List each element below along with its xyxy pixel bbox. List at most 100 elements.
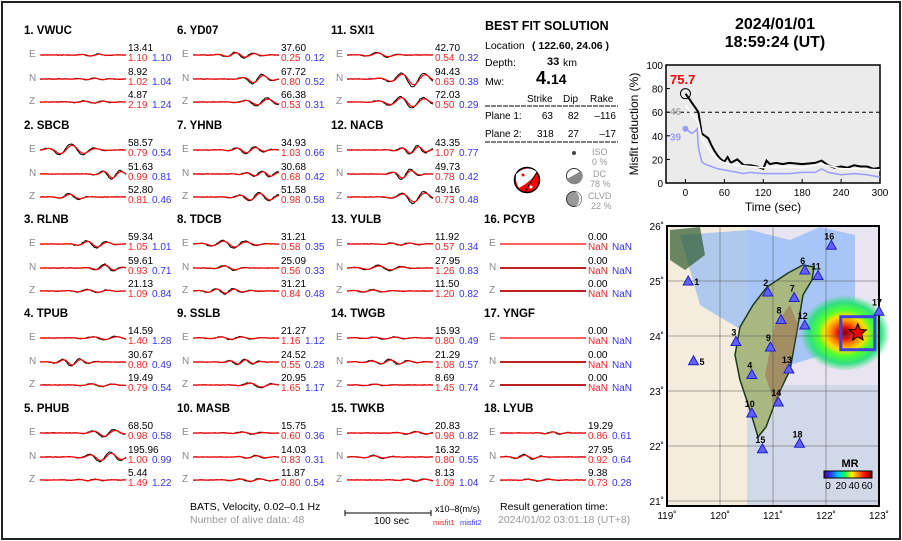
- synthetic-waveform: [347, 358, 433, 364]
- station-triangle-icon[interactable]: [873, 305, 885, 316]
- plane1-rake: –116: [594, 111, 616, 122]
- station-triangle-icon[interactable]: [798, 263, 811, 275]
- synthetic-waveform: [347, 73, 434, 85]
- station-triangle-icon[interactable]: [682, 274, 695, 286]
- network-info: BATS, Velocity, 0.02–0.1 Hz: [190, 501, 321, 513]
- peak-amplitude: 25.09: [281, 255, 307, 267]
- peak-amplitude: 13.41: [128, 43, 154, 54]
- lon-tick-label: 122˚: [816, 510, 836, 520]
- synthetic-waveform: [40, 383, 127, 387]
- component-label: Z: [29, 379, 36, 390]
- station-triangle-icon[interactable]: [761, 285, 774, 297]
- generation-time-label: Result generation time:: [500, 501, 608, 513]
- lon-tick-label: 121˚: [763, 510, 783, 520]
- synthetic-waveform: [347, 169, 433, 179]
- station-triangle-icon[interactable]: [825, 239, 838, 250]
- misfit-heat-region: [800, 295, 890, 371]
- synthetic-waveform: [193, 52, 279, 58]
- peak-amplitude: 42.70: [435, 43, 461, 54]
- best-value-label: 75.7: [670, 72, 695, 87]
- misfit1-value: 0.80: [281, 478, 301, 489]
- station-triangle-icon[interactable]: [745, 406, 758, 418]
- misfit1-value: 0.80: [128, 359, 148, 371]
- waveform-trace: [347, 288, 433, 294]
- peak-amplitude: 19.29: [588, 421, 614, 432]
- x-tick-label: 120: [755, 188, 772, 199]
- misfit1-value: 1.09: [128, 289, 148, 300]
- peak-amplitude: 68.50: [128, 421, 154, 432]
- station-triangle-icon[interactable]: [788, 291, 801, 302]
- misfit2-value: 0.28: [612, 478, 632, 489]
- misfit2-value: 1.01: [152, 242, 172, 253]
- station-triangle-icon[interactable]: [687, 354, 700, 366]
- component-label: N: [336, 167, 344, 179]
- synthetic-waveform: [500, 431, 586, 435]
- plane2-label: Plane 2:: [485, 129, 522, 140]
- station-triangle-icon[interactable]: [745, 368, 758, 379]
- plane1-dip: 82: [567, 111, 579, 122]
- station-triangle-icon[interactable]: [793, 437, 806, 448]
- station-triangle-icon[interactable]: [783, 362, 795, 374]
- misfit2-value: 0.64: [612, 454, 632, 466]
- station-title: 10. MASB: [177, 403, 231, 415]
- misfit1-value: 1.05: [128, 242, 148, 253]
- waveform-trace: [40, 169, 127, 180]
- misfit2-value: 0.12: [305, 53, 325, 64]
- peak-amplitude: 20.83: [435, 421, 461, 432]
- station-triangle-icon[interactable]: [764, 340, 777, 352]
- misfit1-value: 0.68: [281, 171, 301, 183]
- station-number-label: 4: [747, 361, 752, 371]
- component-label: N: [336, 261, 344, 273]
- misfit2-value: 0.74: [459, 383, 479, 394]
- synthetic-waveform: [40, 144, 126, 155]
- clvd-label: CLVD: [588, 191, 612, 201]
- component-label: E: [489, 238, 496, 249]
- waveform-trace: [40, 193, 126, 201]
- peak-amplitude: 43.35: [435, 138, 461, 149]
- iso-label: ISO: [592, 147, 608, 157]
- peak-amplitude: 11.50: [435, 279, 460, 290]
- station-triangle-icon[interactable]: [772, 395, 785, 407]
- component-label: Z: [336, 474, 343, 485]
- peak-amplitude: 37.60: [281, 43, 307, 54]
- peak-amplitude: 59.34: [128, 232, 154, 243]
- misfit-series-line: [685, 126, 881, 178]
- synthetic-waveform: [193, 288, 279, 294]
- station-triangle-icon[interactable]: [798, 318, 811, 330]
- misfit1-value: NaN: [588, 265, 609, 277]
- waveform-trace: [193, 382, 280, 389]
- y-tick-label: 100: [646, 61, 663, 72]
- misfit2-value: NaN: [612, 359, 633, 371]
- station-triangle-icon[interactable]: [756, 442, 769, 454]
- component-label: E: [336, 427, 343, 438]
- alive-data-count: Number of alive data: 48: [190, 514, 305, 526]
- colorbar-tick-label: 60: [861, 481, 873, 492]
- component-label: E: [182, 144, 189, 155]
- lat-tick-label: 24˚: [650, 331, 664, 343]
- dc-icon: [566, 168, 583, 185]
- lat-tick-label: 25˚: [650, 276, 664, 288]
- component-label: N: [489, 450, 497, 462]
- station-title: 3. RLNB: [24, 214, 69, 226]
- peak-amplitude: 20.95: [281, 373, 307, 384]
- station-number-label: 16: [824, 231, 834, 241]
- plane-table-lines: [485, 105, 618, 143]
- station-triangle-icon[interactable]: [730, 335, 742, 346]
- component-label: N: [489, 355, 497, 367]
- component-label: N: [182, 450, 190, 462]
- depth-label: Depth:: [485, 57, 516, 69]
- station-triangle-icon[interactable]: [812, 269, 824, 280]
- component-label: N: [29, 72, 37, 84]
- waveform-trace: [193, 51, 279, 59]
- peak-amplitude: 11.87: [281, 468, 306, 479]
- waveform-trace: [347, 454, 434, 459]
- misfit2-value: NaN: [612, 383, 633, 394]
- waveform-trace: [40, 450, 127, 463]
- misfit2-value: 0.35: [305, 242, 325, 253]
- station-triangle-icon[interactable]: [775, 313, 787, 324]
- misfit2-value: 0.42: [305, 171, 325, 183]
- header-strike: Strike: [527, 94, 553, 105]
- x-tick-label: 60: [719, 188, 731, 199]
- station-title: 5. PHUB: [24, 403, 70, 415]
- misfit2-value: 0.48: [305, 289, 325, 300]
